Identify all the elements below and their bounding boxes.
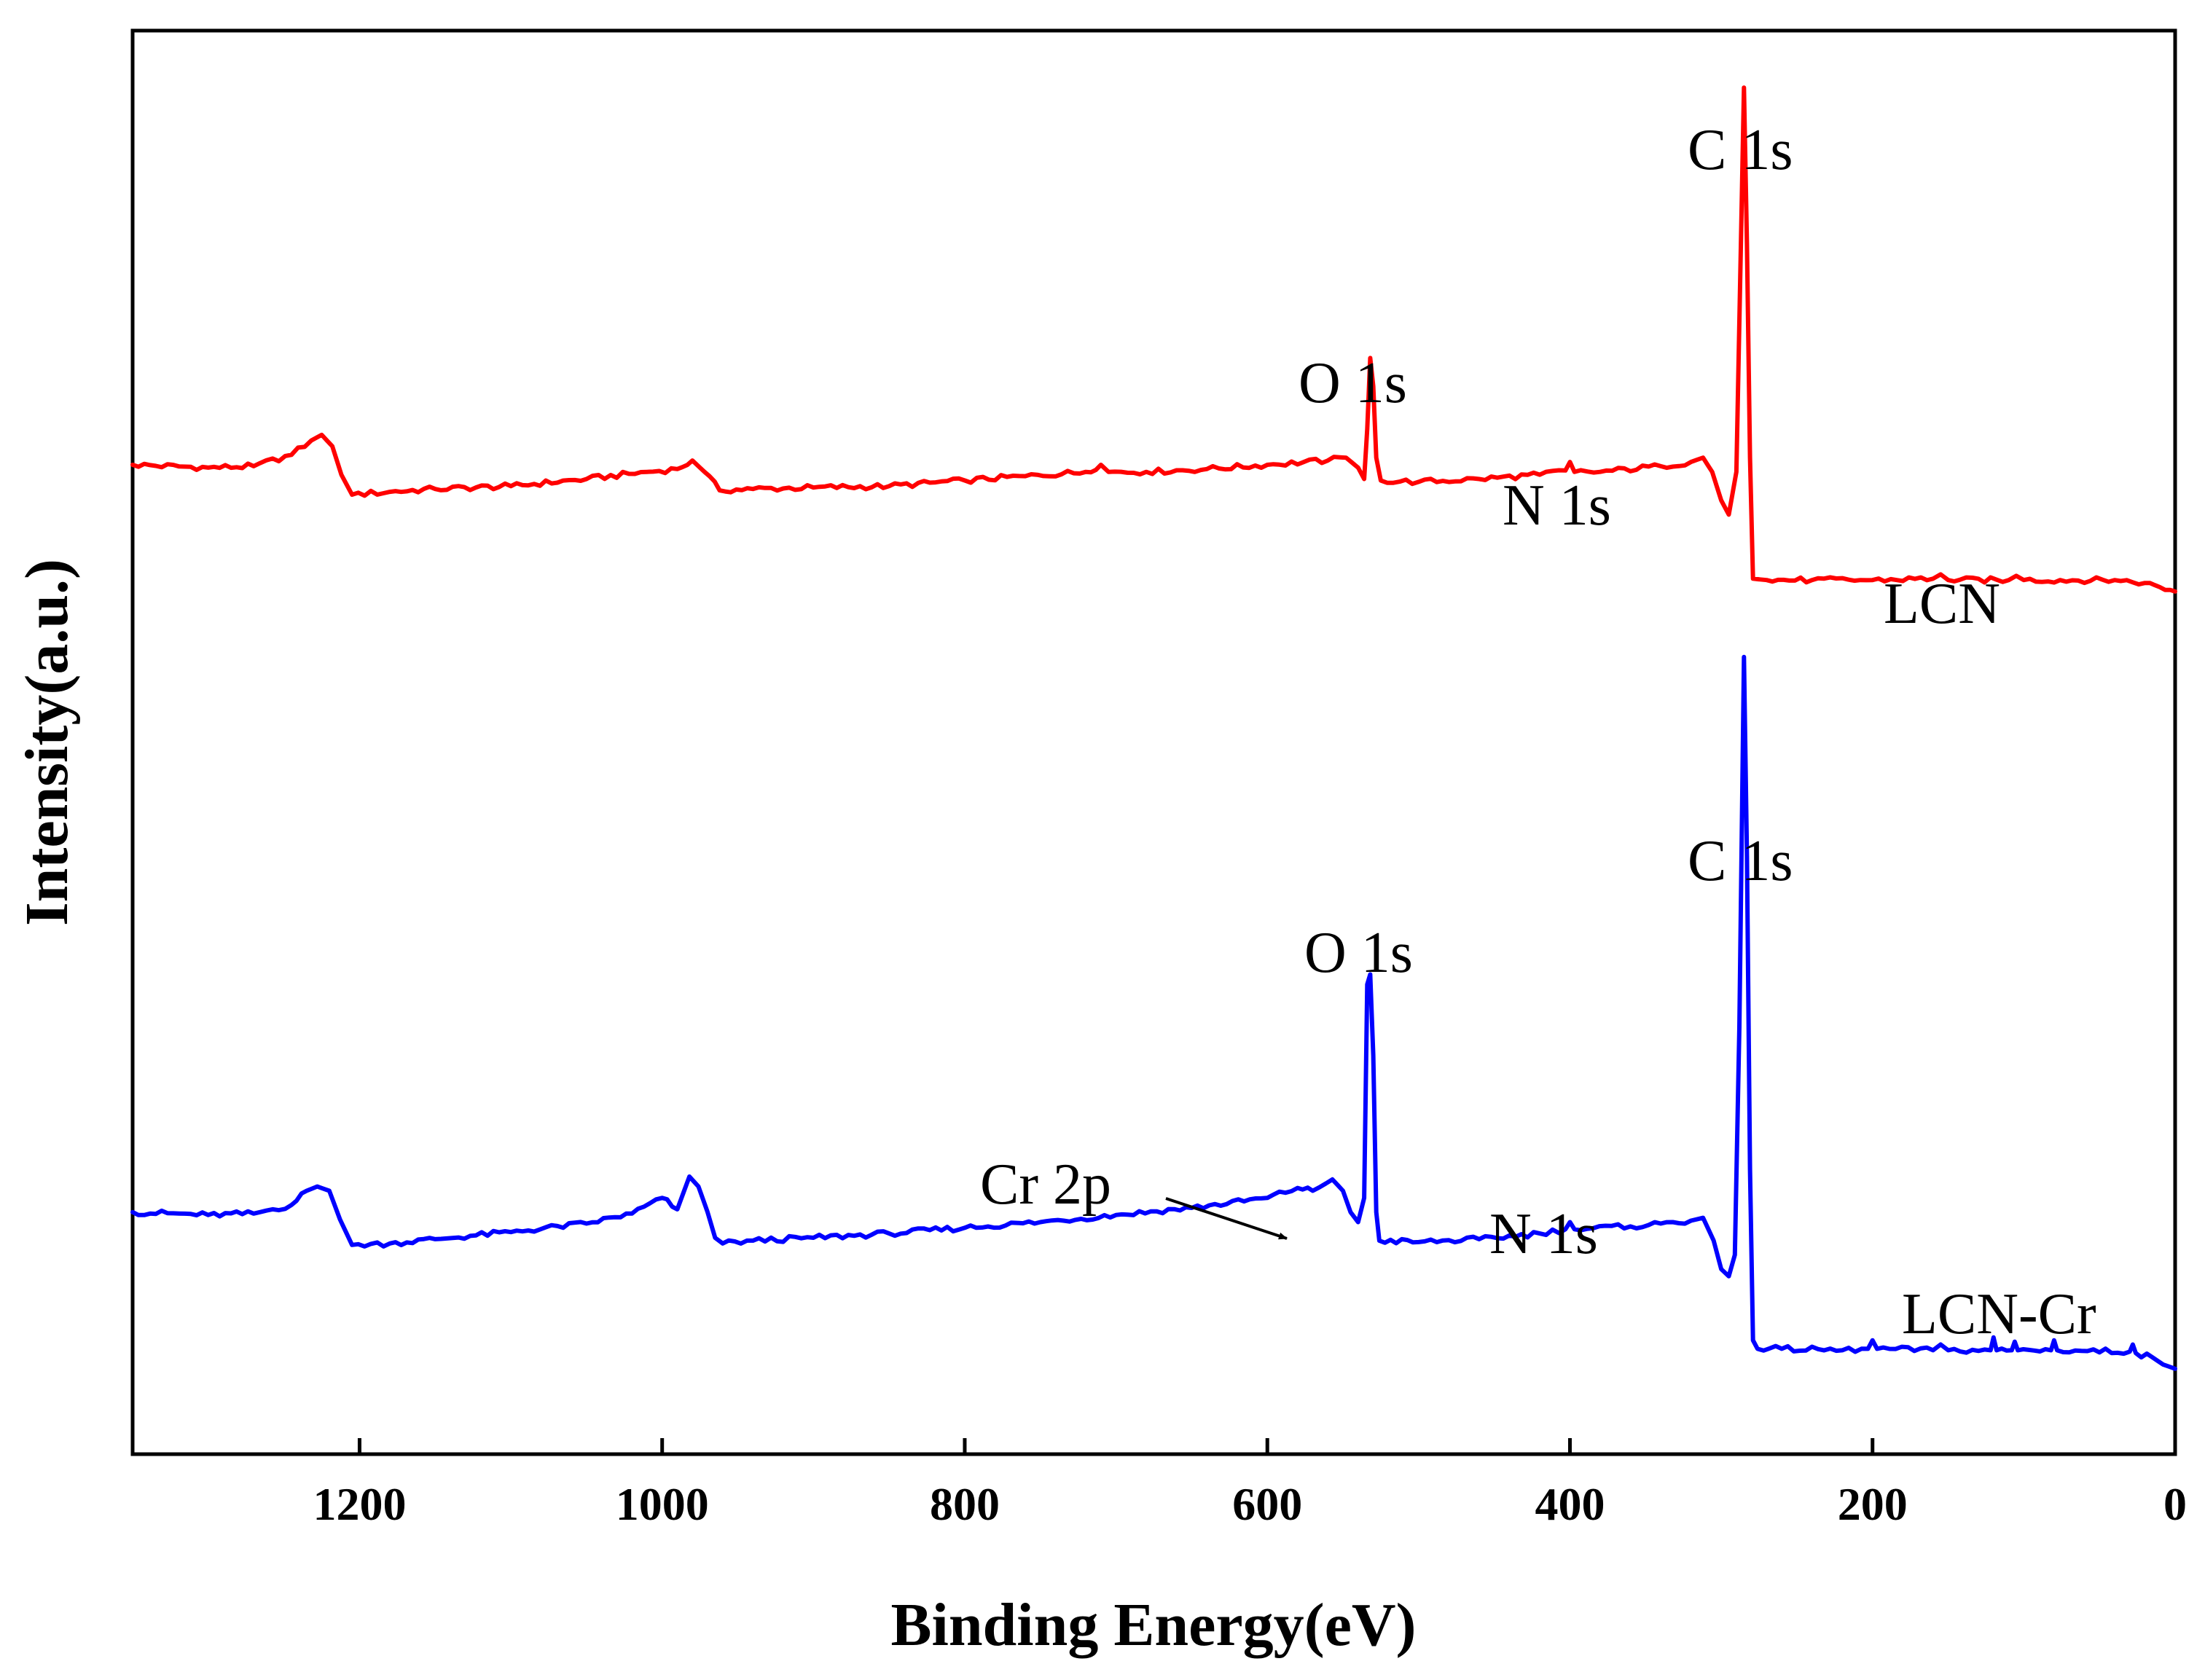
x-tick-label-200: 200 <box>1838 1478 1908 1530</box>
x-axis-ticks <box>357 1438 2177 1454</box>
y-axis-title: Intensity(a.u.) <box>13 559 81 926</box>
x-axis-tick-labels: 1200 1000 800 600 400 200 0 <box>313 1478 2187 1530</box>
annotation-lcncr-cr2p: Cr 2p <box>980 1153 1111 1217</box>
plot-frame <box>130 28 2177 1456</box>
series-line-lcn <box>130 85 2177 594</box>
x-tick-label-1200: 1200 <box>313 1478 406 1530</box>
series-label-lcn: LCN <box>1884 572 2000 636</box>
series-label-lcn-cr: LCN-Cr <box>1902 1282 2096 1346</box>
x-tick-label-400: 400 <box>1535 1478 1605 1530</box>
x-axis-title: Binding Energy(eV) <box>890 1591 1416 1659</box>
annotation-lcn-n1s: N 1s <box>1503 474 1611 538</box>
annotation-lcncr-c1s: C 1s <box>1688 829 1793 893</box>
x-tick-label-1000: 1000 <box>616 1478 709 1530</box>
series-line-lcn-cr <box>130 654 2177 1371</box>
annotation-cr2p-arrow <box>1165 1197 1288 1240</box>
x-tick-label-800: 800 <box>930 1478 1000 1530</box>
x-tick-label-0: 0 <box>2163 1478 2187 1530</box>
x-tick-label-600: 600 <box>1232 1478 1302 1530</box>
annotation-lcncr-n1s: N 1s <box>1489 1202 1598 1266</box>
annotation-lcn-c1s: C 1s <box>1688 118 1793 182</box>
annotation-lcn-o1s: O 1s <box>1299 351 1407 415</box>
annotation-lcncr-o1s: O 1s <box>1304 921 1413 985</box>
